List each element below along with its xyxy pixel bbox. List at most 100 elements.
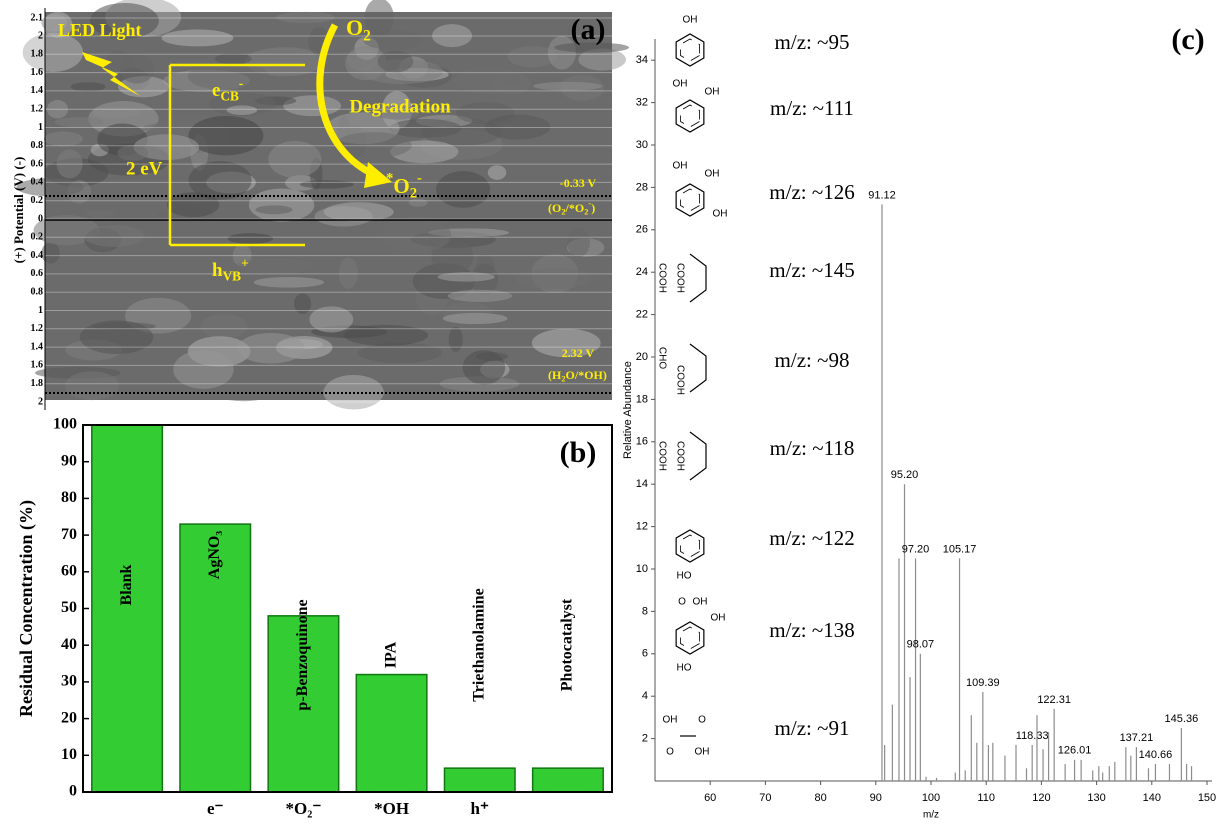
potential-tick-label: 1.8 [31, 49, 44, 60]
x-tick-label: 130 [1087, 792, 1105, 804]
sem-grain [339, 257, 358, 288]
structure-group-label: OH [673, 161, 688, 172]
y-tick-label: 24 [636, 266, 648, 278]
cb-electron-label-part: - [239, 75, 243, 90]
bar [533, 768, 604, 792]
superoxide-label-part: 2 [410, 186, 417, 202]
sem-grain [268, 141, 321, 178]
structure-group-label: CHO [656, 347, 667, 369]
superoxide-label-part: - [417, 171, 422, 187]
light-label: LED Light [58, 20, 142, 40]
cb-couple-label-part: 2 [584, 208, 588, 217]
mz-annotation: m/z: ~111 [770, 96, 854, 120]
potential-tick-label: 0.4 [31, 250, 44, 261]
potential-tick-label: 0.2 [31, 195, 44, 206]
potential-axis-label: (+) Potential (V) (-) [11, 157, 26, 264]
structure-group-label: OH [663, 715, 678, 726]
x-tick-label: 70 [759, 792, 771, 804]
y-tick-label: 4 [642, 690, 648, 702]
degradation-label: Degradation [349, 96, 451, 117]
potential-tick-label: 1.2 [31, 103, 44, 114]
sem-grain [382, 216, 451, 253]
sem-grain [44, 132, 83, 147]
sem-grain [237, 333, 304, 364]
y-tick-label: 16 [636, 436, 648, 448]
bar [444, 768, 515, 792]
gap-label: 2 eV [126, 158, 163, 179]
sem-grain [54, 117, 103, 127]
structure-group-label: OH [705, 87, 720, 98]
sem-grain [300, 180, 354, 189]
sem-grain [249, 189, 314, 222]
peak-label: 98.07 [907, 639, 935, 651]
sem-grain [215, 53, 252, 64]
sem-grain [358, 343, 442, 363]
structure-group-label: OH [695, 747, 710, 758]
y-tick-label: 8 [642, 605, 648, 617]
oxygen-label-part: O [346, 15, 363, 40]
potential-tick-label: 0.8 [31, 286, 44, 297]
structure-group-label: HO [677, 571, 692, 582]
cb-couple-label-part: /*O [565, 201, 585, 215]
vb-hole-label-part: h [212, 260, 223, 281]
sem-grain [201, 314, 248, 339]
x-tick-label: 60 [704, 792, 716, 804]
sem-grain [16, 178, 83, 196]
species-label: *OH [374, 799, 409, 818]
y-tick-label: 100 [53, 416, 77, 433]
mz-annotation: m/z: ~118 [770, 436, 855, 460]
y-tick-label: 70 [61, 526, 77, 543]
structure-group-label: COOH [674, 441, 685, 471]
peak-label: 91.12 [868, 189, 896, 201]
species-label: h⁺ [471, 799, 489, 818]
figure: 2.121.81.61.41.210.80.60.40.200.20.40.60… [0, 0, 1221, 824]
peak-label: 109.39 [966, 677, 1000, 689]
potential-tick-label: 0.8 [31, 140, 44, 151]
y-tick-label: 60 [61, 562, 77, 579]
peak-label: 97.20 [902, 543, 930, 555]
bar-category-label: Triethanolamine [470, 588, 487, 701]
bar-category-label: Photocatalyst [559, 598, 576, 691]
superoxide-label-part: O [393, 174, 409, 198]
benzene-inner [680, 105, 699, 127]
potential-tick-label: 1.6 [31, 67, 44, 78]
sem-grain [567, 227, 590, 257]
sem-grain [85, 209, 115, 217]
peak-label: 118.33 [1016, 730, 1049, 742]
potential-tick-label: 1.4 [31, 341, 44, 352]
structure-group-label: COOH [674, 263, 685, 293]
y-tick-label: 10 [61, 746, 77, 763]
sem-grain [84, 225, 145, 247]
potential-tick-label: 1.2 [31, 323, 44, 334]
y-tick-label: 28 [636, 181, 648, 193]
sem-grain [65, 371, 119, 400]
benzene-inner [680, 39, 699, 61]
bar-category-label: p-Benzoquinone [294, 599, 311, 710]
sem-grain [227, 105, 258, 115]
cb-potential-label: -0.33 V [560, 176, 597, 190]
peak-label: 95.20 [891, 469, 919, 481]
y-tick-label: 12 [636, 521, 648, 533]
y-tick-label: 2 [642, 733, 648, 745]
bar [356, 675, 427, 792]
sem-grain [344, 325, 428, 346]
sem-grain [188, 116, 263, 156]
sem-grain [228, 233, 274, 244]
potential-tick-label: 1.6 [31, 360, 44, 371]
structure-group-label: COOH [674, 365, 685, 395]
structure-group-label: OH [673, 79, 688, 90]
sem-grain [436, 171, 490, 208]
vb-couple-label-part: (H [548, 368, 562, 382]
superoxide-label-part: * [386, 171, 393, 187]
benzene-inner [680, 189, 699, 211]
x-axis-label: m/z [923, 810, 939, 821]
potential-tick-label: 2 [38, 30, 43, 41]
x-tick-label: 100 [922, 792, 940, 804]
mz-annotation: m/z: ~145 [769, 258, 854, 282]
sem-grain [254, 277, 324, 288]
cb-couple-label-part: (O [548, 201, 561, 215]
y-tick-label: 80 [61, 489, 77, 506]
potential-tick-label: 2 [38, 396, 43, 407]
mz-annotation: m/z: ~122 [769, 526, 854, 550]
oxygen-label-part: 2 [363, 27, 371, 44]
